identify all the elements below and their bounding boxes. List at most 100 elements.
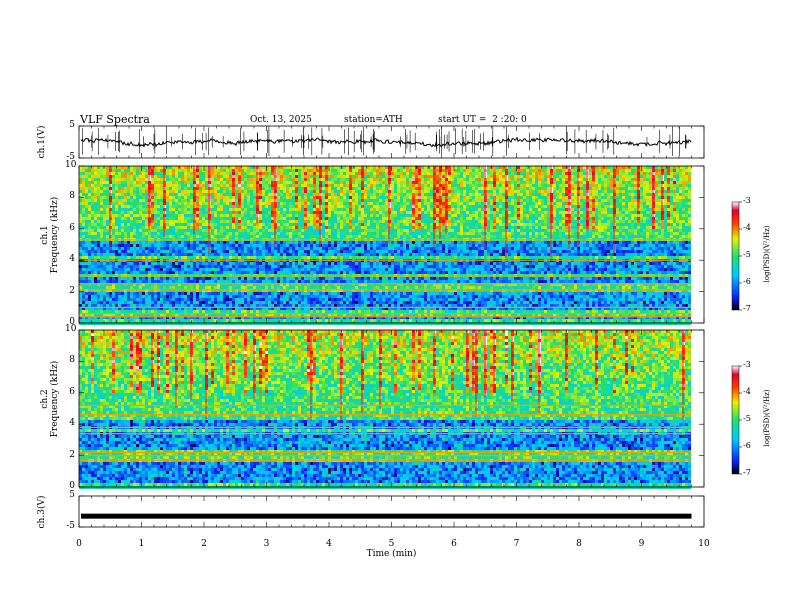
ch1-spectrogram-cell xyxy=(82,262,85,265)
ch1-spectrogram-cell xyxy=(127,262,130,265)
ch1-spectrogram-cell xyxy=(343,181,346,184)
ch1-spectrogram-cell xyxy=(340,220,343,223)
ch1-spectrogram-cell xyxy=(289,316,292,319)
ch1-spectrogram-cell xyxy=(115,178,118,181)
ch1-spectrogram-cell xyxy=(313,301,316,304)
ch1-spectrogram-cell xyxy=(130,190,133,193)
ch1-spectrogram-cell xyxy=(244,178,247,181)
ch1-spectrogram-cell xyxy=(130,319,133,322)
ch1-spectrogram-cell xyxy=(304,268,307,271)
ch1-spectrogram-cell xyxy=(223,262,226,265)
ch1-spectrogram-cell xyxy=(232,298,235,301)
ch1-spectrogram-cell xyxy=(241,244,244,247)
ch1-spectrogram-cell xyxy=(223,313,226,316)
ch1-spectrogram-cell xyxy=(160,208,163,211)
ch1-spectrogram-cell xyxy=(133,172,136,175)
ch1-spectrogram-cell xyxy=(106,316,109,319)
ch1-spectrogram-cell xyxy=(346,316,349,319)
ch1-spectrogram-cell xyxy=(151,184,154,187)
ch1-spectrogram-cell xyxy=(214,304,217,307)
ch1-spectrogram-cell xyxy=(142,244,145,247)
ch1-spectrogram-cell xyxy=(280,220,283,223)
ch1-spectrogram-cell xyxy=(268,307,271,310)
ch1-spectrogram-cell xyxy=(94,199,97,202)
ch1-spectrogram-cell xyxy=(115,226,118,229)
ch1-spectrogram-cell xyxy=(157,190,160,193)
ch1-spectrogram-cell xyxy=(211,247,214,250)
ch1-spectrogram-cell xyxy=(319,265,322,268)
ch1-spectrogram-cell xyxy=(208,253,211,256)
ch1-spectrogram-cell xyxy=(292,232,295,235)
ch1-spectrogram-cell xyxy=(148,292,151,295)
ch1-spectrogram-cell xyxy=(208,310,211,313)
ch1-spectrogram-cell xyxy=(190,313,193,316)
ch1-spectrogram-cell xyxy=(286,223,289,226)
ch1-spectrogram-cell xyxy=(337,232,340,235)
ch1-spectrogram-cell xyxy=(127,235,130,238)
ch1-spectrogram-cell xyxy=(139,193,142,196)
ch1-spectrogram-cell xyxy=(232,187,235,190)
ch1-spectrogram-cell xyxy=(169,307,172,310)
ch1-spectrogram-cell xyxy=(235,229,238,232)
ch1-spectrogram-cell xyxy=(322,319,325,322)
ch1-spectrogram-cell xyxy=(190,217,193,220)
ch1-spectrogram-cell xyxy=(241,283,244,286)
ch1-spectrogram-cell xyxy=(328,307,331,310)
ch1-spectrogram-cell xyxy=(175,166,178,169)
ch1-spectrogram-cell xyxy=(265,232,268,235)
ch1-spectrogram-cell xyxy=(265,193,268,196)
ch1-spectrogram-cell xyxy=(304,292,307,295)
ch1-spectrogram-cell xyxy=(313,205,316,208)
ch1-spectrogram-cell xyxy=(184,295,187,298)
ch1-spectrogram-cell xyxy=(169,187,172,190)
ch1-spectrogram-cell xyxy=(136,262,139,265)
ch1-spectrogram-cell xyxy=(340,247,343,250)
ch1-spectrogram-cell xyxy=(100,187,103,190)
ch1-spectrogram-cell xyxy=(301,178,304,181)
ch1-spectrogram-cell xyxy=(322,262,325,265)
ch1-spectrogram-cell xyxy=(196,298,199,301)
ch1-spectrogram-cell xyxy=(94,223,97,226)
ch1-spectrogram-cell xyxy=(244,205,247,208)
ch1-spectrogram-cell xyxy=(181,322,184,325)
ch1-spectrogram-cell xyxy=(322,310,325,313)
ch1-spectrogram-cell xyxy=(325,178,328,181)
ch1-spectrogram-cell xyxy=(253,190,256,193)
ch1-spectrogram-cell xyxy=(313,313,316,316)
ch1-spectrogram-cell xyxy=(343,283,346,286)
ch1-spectrogram-cell xyxy=(262,178,265,181)
ch1-spectrogram-cell xyxy=(310,277,313,280)
ch1-spectrogram-cell xyxy=(79,268,82,271)
ch1-spectrogram-cell xyxy=(187,286,190,289)
ch1-spectrogram-cell xyxy=(238,208,241,211)
ch1-spectrogram-cell xyxy=(184,217,187,220)
ch1-spectrogram-cell xyxy=(283,235,286,238)
ch1-spectrogram-cell xyxy=(217,298,220,301)
ch1-spectrogram-cell xyxy=(289,301,292,304)
ch1-spectrogram-cell xyxy=(79,166,82,169)
ch1-spectrogram-cell xyxy=(292,313,295,316)
ch1-spectrogram-cell xyxy=(130,292,133,295)
ch1-spectrogram-cell xyxy=(94,319,97,322)
ch1-spectrogram-cell xyxy=(154,190,157,193)
ch1-spectrogram-cell xyxy=(97,166,100,169)
ch1-spectrogram-cell xyxy=(205,226,208,229)
ch1-spectrogram-cell xyxy=(88,202,91,205)
ch1-spectrogram-cell xyxy=(112,286,115,289)
ch1-spectrogram-cell xyxy=(259,217,262,220)
ch1-spectrogram-cell xyxy=(220,286,223,289)
ch1-spectrogram-cell xyxy=(289,322,292,325)
ch1-spectrogram-cell xyxy=(316,184,319,187)
ch1-spectrogram-cell xyxy=(322,241,325,244)
ch1-spectrogram-cell xyxy=(175,250,178,253)
ch1-spectrogram-cell xyxy=(160,283,163,286)
ch1-spectrogram-cell xyxy=(91,184,94,187)
ch1-spectrogram-cell xyxy=(184,229,187,232)
ch1-spectrogram-cell xyxy=(313,310,316,313)
ch1-spectrogram-cell xyxy=(217,169,220,172)
ch1-spectrogram-cell xyxy=(226,208,229,211)
ch1-spectrogram-cell xyxy=(280,214,283,217)
ch1-spectrogram-cell xyxy=(277,217,280,220)
ch1-spectrogram-cell xyxy=(172,298,175,301)
ch1-spectrogram-cell xyxy=(271,322,274,325)
